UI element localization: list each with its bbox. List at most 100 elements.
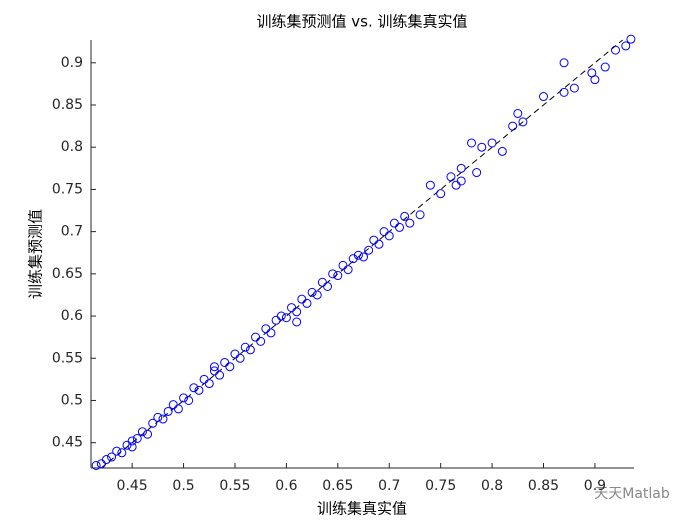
y-tick-label: 0.55: [52, 350, 83, 366]
point: [189, 383, 199, 393]
point: [600, 62, 610, 72]
point: [163, 406, 173, 416]
point: [467, 138, 477, 148]
point: [508, 121, 518, 131]
point: [297, 294, 307, 304]
point: [261, 324, 271, 334]
point: [132, 433, 142, 443]
point: [384, 231, 394, 241]
y-tick-label: 0.45: [52, 435, 83, 451]
point: [343, 265, 353, 275]
point: [158, 414, 168, 424]
point: [235, 353, 245, 363]
point: [245, 345, 255, 355]
point: [569, 83, 579, 93]
x-tick-label: 0.55: [219, 478, 250, 494]
point: [621, 41, 631, 51]
point: [415, 210, 425, 220]
point: [389, 218, 399, 228]
x-tick-label: 0.85: [528, 478, 559, 494]
point: [292, 317, 302, 327]
point: [436, 189, 446, 199]
point: [359, 252, 369, 262]
point: [400, 211, 410, 221]
point: [215, 370, 225, 380]
y-tick-label: 0.7: [61, 224, 83, 240]
y-tick-label: 0.9: [61, 55, 83, 71]
point: [626, 34, 636, 44]
point: [127, 436, 137, 446]
point: [137, 427, 147, 437]
point: [179, 393, 189, 403]
point: [477, 142, 487, 152]
y-tick-label: 0.85: [52, 97, 83, 113]
point: [338, 260, 348, 270]
point: [539, 92, 548, 102]
point: [204, 379, 214, 389]
point: [307, 287, 317, 297]
point: [425, 180, 435, 190]
point: [107, 452, 117, 462]
point: [446, 172, 456, 182]
point: [513, 108, 523, 118]
point: [472, 168, 482, 178]
y-axis-label: 训练集预测值: [27, 209, 45, 299]
point: [209, 362, 219, 372]
point: [122, 440, 132, 450]
point: [96, 459, 106, 469]
point: [101, 455, 111, 465]
point: [518, 117, 528, 127]
point: [287, 303, 297, 313]
x-tick-label: 0.75: [425, 478, 456, 494]
point: [353, 250, 363, 260]
x-tick-label: 0.7: [378, 478, 400, 494]
point: [220, 357, 230, 367]
point: [251, 332, 261, 342]
point: [379, 227, 389, 237]
point: [374, 239, 384, 249]
point: [456, 163, 466, 173]
point: [333, 271, 343, 281]
point: [153, 412, 163, 422]
point: [199, 374, 209, 384]
point: [230, 349, 240, 359]
y-tick-label: 0.65: [52, 266, 83, 282]
y-tick-label: 0.8: [61, 139, 83, 155]
point: [451, 180, 461, 190]
x-tick-label: 0.45: [117, 478, 148, 494]
point: [364, 245, 374, 255]
point: [312, 290, 322, 300]
x-tick-label: 0.6: [275, 478, 297, 494]
point: [184, 395, 194, 405]
x-tick-label: 0.8: [481, 478, 503, 494]
point: [302, 298, 312, 308]
point: [112, 446, 122, 456]
point: [292, 307, 302, 317]
point: [173, 404, 183, 414]
point: [117, 448, 127, 458]
point: [456, 176, 466, 186]
x-tick-label: 0.9: [584, 478, 606, 494]
point: [559, 87, 569, 97]
y-tick-label: 0.75: [52, 181, 83, 197]
point: [559, 58, 569, 68]
point: [240, 342, 250, 352]
y-tick-label: 0.6: [61, 308, 83, 324]
point: [266, 328, 276, 338]
point: [225, 362, 235, 372]
point: [148, 418, 158, 428]
point: [317, 277, 327, 287]
point: [328, 269, 338, 279]
y-tick-label: 0.5: [61, 392, 83, 408]
point: [487, 138, 497, 148]
point: [127, 442, 137, 452]
chart-title: 训练集预测值 vs. 训练集真实值: [257, 13, 468, 31]
point: [405, 218, 415, 228]
point: [256, 336, 266, 346]
watermark: 天天Matlab: [594, 486, 670, 502]
point: [587, 68, 597, 78]
point: [323, 282, 333, 292]
x-axis-label: 训练集真实值: [317, 500, 407, 518]
point: [348, 254, 358, 264]
